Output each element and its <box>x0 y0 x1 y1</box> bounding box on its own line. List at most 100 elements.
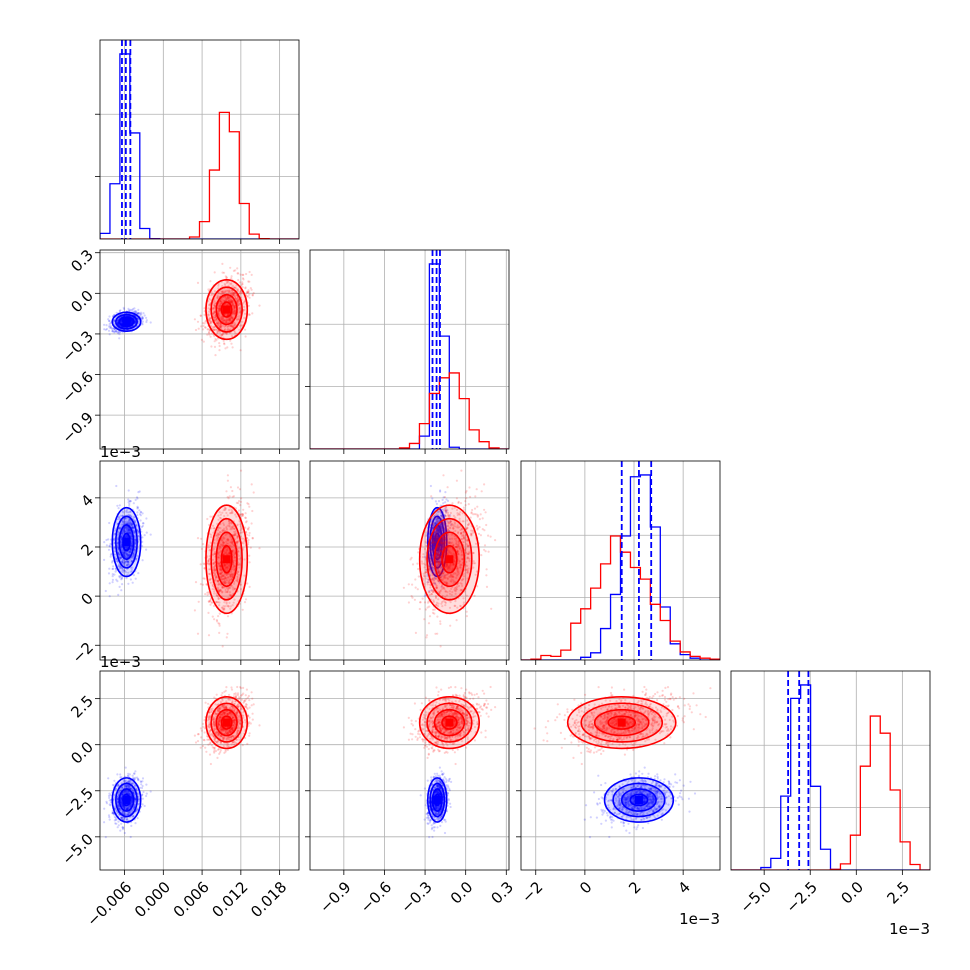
scatter-point <box>231 293 234 296</box>
scatter-point <box>233 324 236 327</box>
scatter-point <box>128 504 131 507</box>
scatter-point <box>229 575 232 578</box>
x-tick-label: 0.0 <box>837 878 867 908</box>
scatter-point <box>225 298 228 301</box>
scatter-point <box>218 631 221 635</box>
scatter-point <box>230 275 233 278</box>
scatter-point <box>118 517 121 520</box>
scatter-point <box>228 525 231 528</box>
scatter-point <box>222 578 225 581</box>
scatter-point <box>117 547 120 550</box>
scatter-point <box>136 311 139 315</box>
scatter-point <box>237 562 240 565</box>
scatter-point <box>237 318 241 321</box>
scatter-point <box>122 530 125 533</box>
scatter-point <box>233 532 236 535</box>
scatter-point <box>230 545 233 548</box>
scatter-point <box>226 327 230 331</box>
scatter-point <box>113 573 116 576</box>
scatter-point <box>218 516 222 519</box>
scatter-point <box>243 558 246 561</box>
scatter-point <box>225 332 228 336</box>
scatter-point <box>231 586 235 589</box>
scatter-point <box>121 561 124 564</box>
scatter-point <box>233 587 236 591</box>
scatter-point <box>229 575 232 578</box>
scatter-point <box>108 315 111 318</box>
scatter-point <box>219 569 222 572</box>
scatter-point <box>243 312 247 315</box>
scatter-point <box>236 318 239 321</box>
scatter-point <box>221 320 224 323</box>
scatter-point <box>247 290 250 293</box>
scatter-point <box>236 577 239 580</box>
scatter-point <box>218 590 221 593</box>
scatter-point <box>113 533 116 536</box>
scatter-point <box>226 302 229 305</box>
scatter-point <box>196 632 200 635</box>
scatter-point <box>120 578 123 581</box>
scatter-point <box>233 322 236 325</box>
scatter-point <box>229 575 232 578</box>
scatter-point <box>218 344 221 348</box>
scatter-point <box>223 507 226 510</box>
scatter-point <box>213 574 216 577</box>
scatter-point <box>225 532 229 535</box>
scatter-point <box>220 326 223 329</box>
scatter-point <box>116 319 119 322</box>
scatter-point <box>116 542 119 545</box>
scatter-point <box>118 565 121 568</box>
scatter-point <box>217 533 220 536</box>
scatter-point <box>117 332 120 335</box>
scatter-point <box>120 546 123 549</box>
scatter-point <box>129 524 132 527</box>
scatter-point <box>215 319 218 323</box>
scatter-point <box>217 310 220 313</box>
scatter-point <box>128 531 131 535</box>
scatter-point <box>211 293 214 296</box>
scatter-point <box>229 318 232 321</box>
scatter-point <box>221 585 224 588</box>
scatter-point <box>241 281 244 284</box>
scatter-point <box>223 282 226 286</box>
scatter-point <box>118 527 121 530</box>
scatter-point <box>207 328 210 331</box>
scatter-point <box>231 489 234 493</box>
scatter-point <box>133 319 137 322</box>
scatter-point <box>213 300 216 303</box>
scatter-point <box>203 313 206 316</box>
scatter-point <box>220 573 223 576</box>
scatter-point <box>121 549 124 552</box>
scatter-point <box>116 322 119 325</box>
scatter-point <box>116 319 119 322</box>
scatter-point <box>121 514 124 518</box>
scatter-point <box>125 527 128 530</box>
scatter-point <box>219 304 222 307</box>
scatter-point <box>236 575 239 578</box>
scatter-point <box>217 595 220 599</box>
scatter-point <box>211 588 214 591</box>
scatter-point <box>221 586 224 589</box>
scatter-point <box>223 343 226 346</box>
scatter-point <box>225 552 228 555</box>
scatter-point <box>145 316 148 319</box>
scatter-point <box>196 537 200 540</box>
scatter-point <box>135 310 138 313</box>
scatter-point <box>124 526 127 530</box>
scatter-point <box>213 304 216 307</box>
scatter-point <box>226 576 229 579</box>
scatter-point <box>111 581 114 584</box>
scatter-point <box>105 544 108 547</box>
scatter-point <box>220 300 224 303</box>
panel-p2-p3 <box>305 460 510 665</box>
scatter-point <box>123 528 126 532</box>
scatter-point <box>127 528 130 531</box>
scatter-point <box>127 522 130 525</box>
scatter-point <box>107 329 111 332</box>
scatter-point <box>126 568 129 571</box>
scatter-point <box>247 528 250 531</box>
scatter-point <box>126 563 129 567</box>
scatter-point <box>219 550 222 553</box>
scatter-point <box>113 541 116 545</box>
scatter-point <box>213 590 216 593</box>
